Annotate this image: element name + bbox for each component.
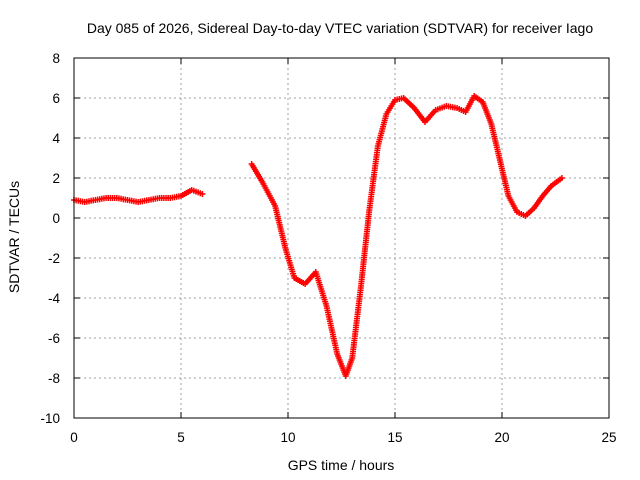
y-tick-label: 2 (52, 171, 60, 186)
y-tick-label: 8 (52, 51, 60, 66)
data-point (557, 176, 564, 183)
x-tick-label: 10 (280, 430, 295, 445)
data-point (431, 108, 438, 115)
data-point (333, 348, 340, 355)
x-tick-label: 25 (601, 430, 616, 445)
y-tick-label: -10 (40, 411, 60, 426)
ticks (73, 57, 610, 419)
x-tick-label: 5 (177, 430, 185, 445)
data-point (90, 197, 97, 204)
x-axis-label: GPS time / hours (288, 457, 395, 473)
data-point (258, 177, 265, 184)
data-point (504, 190, 511, 197)
data-point (322, 300, 329, 307)
y-tick-labels: -10 -8 -6 -4 -2 0 2 4 6 8 (40, 51, 60, 426)
plot-frame (73, 57, 610, 419)
data-point (348, 357, 355, 363)
data-point (546, 184, 553, 191)
grid (74, 58, 609, 418)
x-tick-label: 20 (494, 430, 509, 445)
chart-title: Day 085 of 2026, Sidereal Day-to-day VTE… (87, 20, 594, 36)
data-point (487, 119, 494, 125)
data-point (451, 104, 458, 111)
y-tick-label: 0 (52, 211, 60, 226)
y-tick-label: 6 (52, 91, 60, 106)
x-tick-label: 0 (70, 430, 78, 445)
y-tick-label: 4 (52, 131, 60, 146)
x-tick-label: 15 (387, 430, 402, 445)
data-point (175, 193, 182, 200)
data-point (460, 108, 467, 114)
data-point (529, 206, 536, 213)
data-points (71, 93, 565, 379)
data-point (290, 272, 297, 279)
data-point (143, 197, 150, 204)
y-tick-label: -6 (48, 331, 60, 346)
y-tick-label: -2 (48, 251, 60, 266)
data-point (271, 201, 278, 207)
data-point (538, 194, 545, 201)
data-point (390, 99, 397, 105)
y-tick-label: -4 (48, 291, 60, 306)
data-point (478, 97, 485, 104)
y-axis-label: SDTVAR / TECUs (6, 181, 22, 293)
data-point (512, 207, 519, 213)
data-point (398, 95, 405, 102)
data-point (282, 244, 289, 251)
y-tick-label: -8 (48, 371, 60, 386)
data-point (409, 103, 416, 110)
data-point (122, 196, 129, 203)
data-point (197, 190, 204, 197)
data-point (496, 154, 503, 161)
data-point (374, 145, 381, 152)
x-tick-labels: 0 5 10 15 20 25 (70, 430, 616, 445)
data-point (382, 113, 389, 120)
